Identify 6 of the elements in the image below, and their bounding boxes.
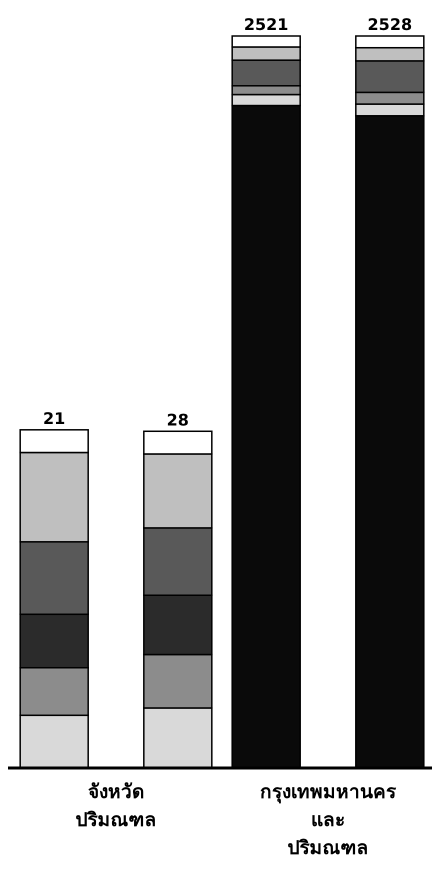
text: กรุงเทพมหานคร และ ปริมณฑล (260, 781, 397, 859)
x-tick-label: 21 (43, 408, 66, 428)
text: จังหวัด ปริมณฑล (76, 781, 156, 831)
x-tick-label: 2521 (244, 15, 288, 34)
x-tick-label: 2528 (368, 15, 412, 34)
x-tick-label: 28 (166, 410, 189, 430)
